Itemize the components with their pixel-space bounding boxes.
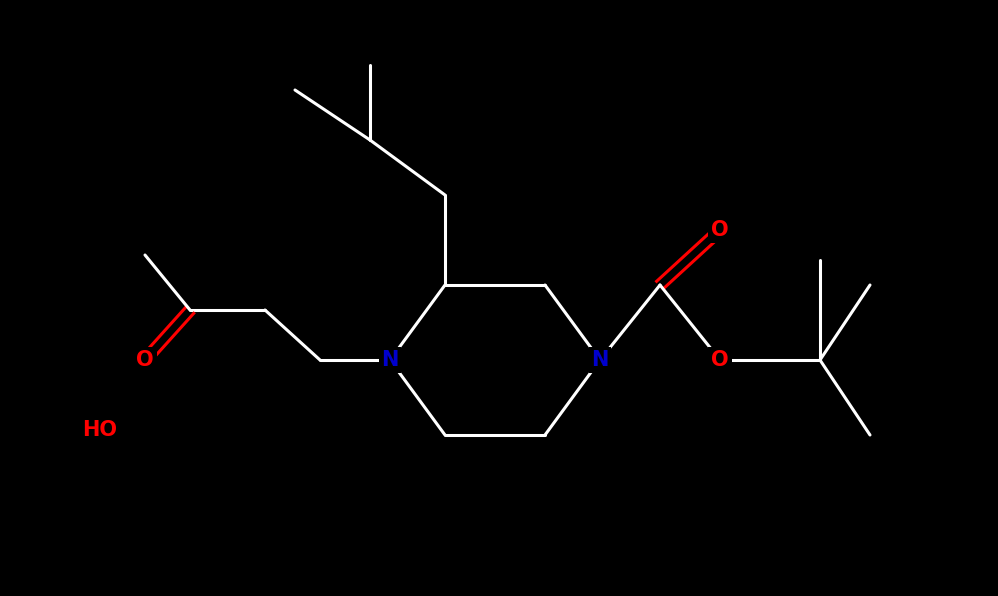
Text: N: N — [591, 350, 609, 370]
Text: O: O — [712, 350, 729, 370]
Text: N: N — [381, 350, 398, 370]
Text: N: N — [381, 350, 398, 370]
Text: O: O — [712, 220, 729, 240]
Text: HO: HO — [83, 420, 118, 440]
Text: O: O — [136, 350, 154, 370]
Text: N: N — [591, 350, 609, 370]
Text: O: O — [712, 350, 729, 370]
Text: O: O — [712, 220, 729, 240]
Text: O: O — [136, 350, 154, 370]
Text: HO: HO — [83, 420, 118, 440]
